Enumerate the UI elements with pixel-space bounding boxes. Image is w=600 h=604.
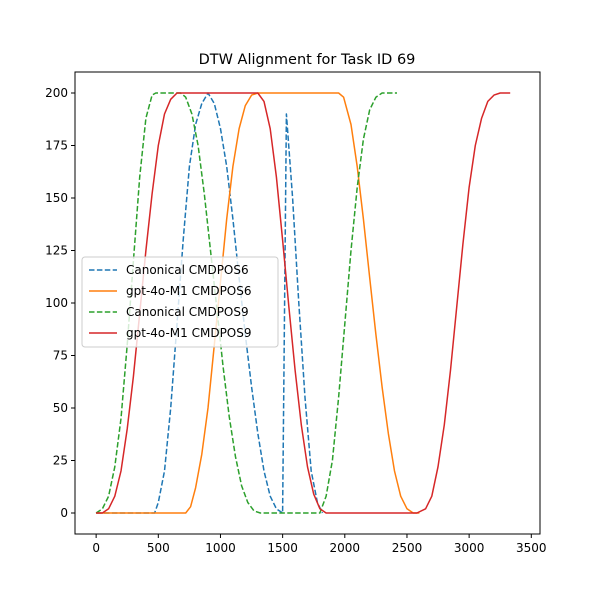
y-tick-label: 25	[53, 454, 68, 468]
y-axis-ticks: 0 25 50 75 100 125 150 175 200	[45, 86, 75, 520]
y-tick-label: 125	[45, 244, 68, 258]
x-tick-label: 2000	[330, 541, 361, 555]
x-tick-label: 500	[147, 541, 170, 555]
x-tick-label: 1500	[267, 541, 298, 555]
legend-label-1: gpt-4o-M1 CMDPOS6	[126, 284, 252, 298]
x-tick-label: 0	[92, 541, 100, 555]
legend-box	[81, 256, 279, 348]
y-tick-label: 175	[45, 139, 68, 153]
series-line-0	[96, 92, 324, 514]
legend-label-3: gpt-4o-M1 CMDPOS9	[126, 326, 252, 340]
legend: Canonical CMDPOS6 gpt-4o-M1 CMDPOS6 Canoni…	[81, 256, 279, 348]
y-tick-label: 50	[53, 401, 68, 415]
legend-label-2: Canonical CMDPOS9	[126, 305, 249, 319]
series-line-1	[96, 92, 420, 514]
x-tick-label: 1000	[205, 541, 236, 555]
legend-label-0: Canonical CMDPOS6	[126, 263, 249, 277]
x-tick-label: 3500	[516, 541, 547, 555]
series-line-2	[95, 92, 397, 514]
chart-title: DTW Alignment for Task ID 69	[199, 52, 416, 68]
x-axis-ticks: 0 500 1000 1500 2000 2500 3000 3500	[92, 534, 547, 555]
y-tick-label: 0	[60, 506, 68, 520]
y-tick-label: 100	[45, 296, 68, 310]
y-tick-label: 200	[45, 86, 68, 100]
x-tick-label: 2500	[392, 541, 423, 555]
y-tick-label: 150	[45, 191, 68, 205]
y-tick-label: 75	[53, 349, 68, 363]
x-tick-label: 3000	[454, 541, 485, 555]
